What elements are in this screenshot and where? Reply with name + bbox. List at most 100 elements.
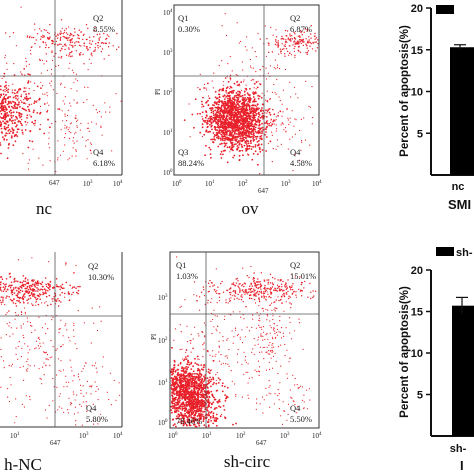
scatter-dot — [249, 140, 252, 143]
scatter-dot — [175, 407, 178, 410]
scatter-dot — [245, 137, 247, 140]
scatter-dot — [213, 119, 216, 122]
scatter-dot — [216, 389, 219, 392]
scatter-dot — [298, 288, 300, 291]
scatter-dot — [192, 420, 195, 423]
scatter-dot — [179, 394, 182, 397]
scatter-dot — [25, 87, 27, 89]
scatter-dot — [76, 90, 78, 92]
q2-value: 10.30% — [88, 272, 114, 282]
scatter-dot — [236, 136, 239, 139]
scatter-dot — [105, 38, 107, 40]
scatter-dot — [4, 287, 6, 289]
scatter-dot — [201, 126, 204, 129]
scatter-dot — [14, 96, 16, 98]
scatter-dot — [50, 85, 52, 87]
scatter-dot — [68, 53, 71, 55]
scatter-dot — [207, 424, 210, 427]
scatter-dot — [185, 368, 188, 371]
scatter-dot — [215, 122, 218, 125]
scatter-dot — [236, 124, 239, 126]
scatter-dot — [245, 106, 248, 108]
scatter-dot — [176, 415, 178, 417]
scatter-dot — [68, 336, 70, 339]
scatter-dot — [233, 298, 236, 300]
scatter-dot — [241, 61, 243, 63]
scatter-dot — [231, 283, 233, 285]
scatter-dot — [255, 100, 257, 103]
scatter-dot — [217, 401, 219, 404]
scatter-dot — [9, 95, 12, 98]
scatter-dot — [217, 325, 219, 327]
scatter-dot — [50, 303, 52, 306]
scatter-dot — [276, 64, 279, 66]
scatter-dot — [0, 102, 2, 105]
scatter-dot — [20, 71, 22, 73]
scatter-dot — [249, 65, 252, 67]
scatter-dot — [286, 30, 289, 32]
scatter-dot — [48, 132, 50, 134]
scatter-dot — [176, 390, 179, 393]
scatter-dot — [222, 139, 225, 142]
scatter-dot — [67, 39, 69, 41]
scatter-dot — [75, 120, 78, 122]
scatter-dot — [59, 32, 61, 34]
scatter-dot — [311, 123, 313, 125]
scatter-dot — [43, 29, 46, 31]
scatter-dot — [222, 104, 225, 106]
scatter-dot — [241, 120, 243, 122]
scatter-dot — [227, 129, 230, 132]
scatter-dot — [31, 279, 34, 281]
scatter-dot — [215, 407, 218, 409]
scatter-dot — [294, 33, 296, 35]
scatter-dot — [4, 57, 6, 59]
scatter-dot — [39, 124, 42, 126]
scatter-dot — [229, 300, 232, 302]
scatter-dot — [3, 95, 6, 97]
scatter-dot — [27, 97, 30, 100]
scatter-dot — [237, 361, 239, 363]
scatter-dot — [233, 108, 235, 110]
scatter-dot — [309, 144, 311, 146]
scatter-dot — [191, 398, 193, 400]
scatter-dot — [19, 296, 22, 299]
scatter-dot — [184, 405, 186, 408]
scatter-dot — [37, 288, 39, 290]
scatter-dot — [40, 36, 42, 38]
scatter-dot — [226, 119, 229, 122]
scatter-dot — [223, 94, 226, 97]
scatter-dot — [47, 36, 49, 39]
scatter-dot — [26, 370, 28, 372]
scatter-dot — [73, 375, 75, 377]
scatter-dot — [23, 87, 26, 89]
scatter-dot — [229, 293, 232, 296]
scatter-dot — [75, 149, 77, 151]
scatter-dot — [24, 129, 27, 131]
scatter-dot — [109, 106, 111, 108]
scatter-dot — [51, 51, 53, 54]
scatter-dot — [241, 296, 243, 298]
scatter-dot — [210, 121, 213, 124]
scatter-dot — [292, 170, 294, 172]
scatter-dot — [240, 102, 243, 105]
scatter-dot — [173, 387, 176, 390]
scatter-dot — [49, 36, 51, 38]
scatter-dot — [15, 347, 17, 349]
scatter-dot — [229, 86, 231, 88]
scatter-dot — [232, 282, 235, 284]
scatter-dot — [259, 119, 261, 122]
scatter-dot — [8, 400, 11, 403]
scatter-dot — [87, 86, 89, 89]
scatter-dot — [258, 366, 261, 368]
scatter-dot — [248, 125, 250, 128]
scatter-dot — [79, 384, 82, 386]
scatter-dot — [45, 46, 47, 49]
scatter-dot — [175, 393, 177, 395]
scatter-dot — [186, 397, 189, 400]
scatter-dot — [216, 116, 218, 118]
scatter-dot — [91, 121, 93, 123]
scatter-dot — [200, 401, 203, 403]
scatter-dot — [75, 73, 77, 75]
scatter-dot — [267, 283, 269, 285]
scatter-dot — [75, 131, 77, 133]
